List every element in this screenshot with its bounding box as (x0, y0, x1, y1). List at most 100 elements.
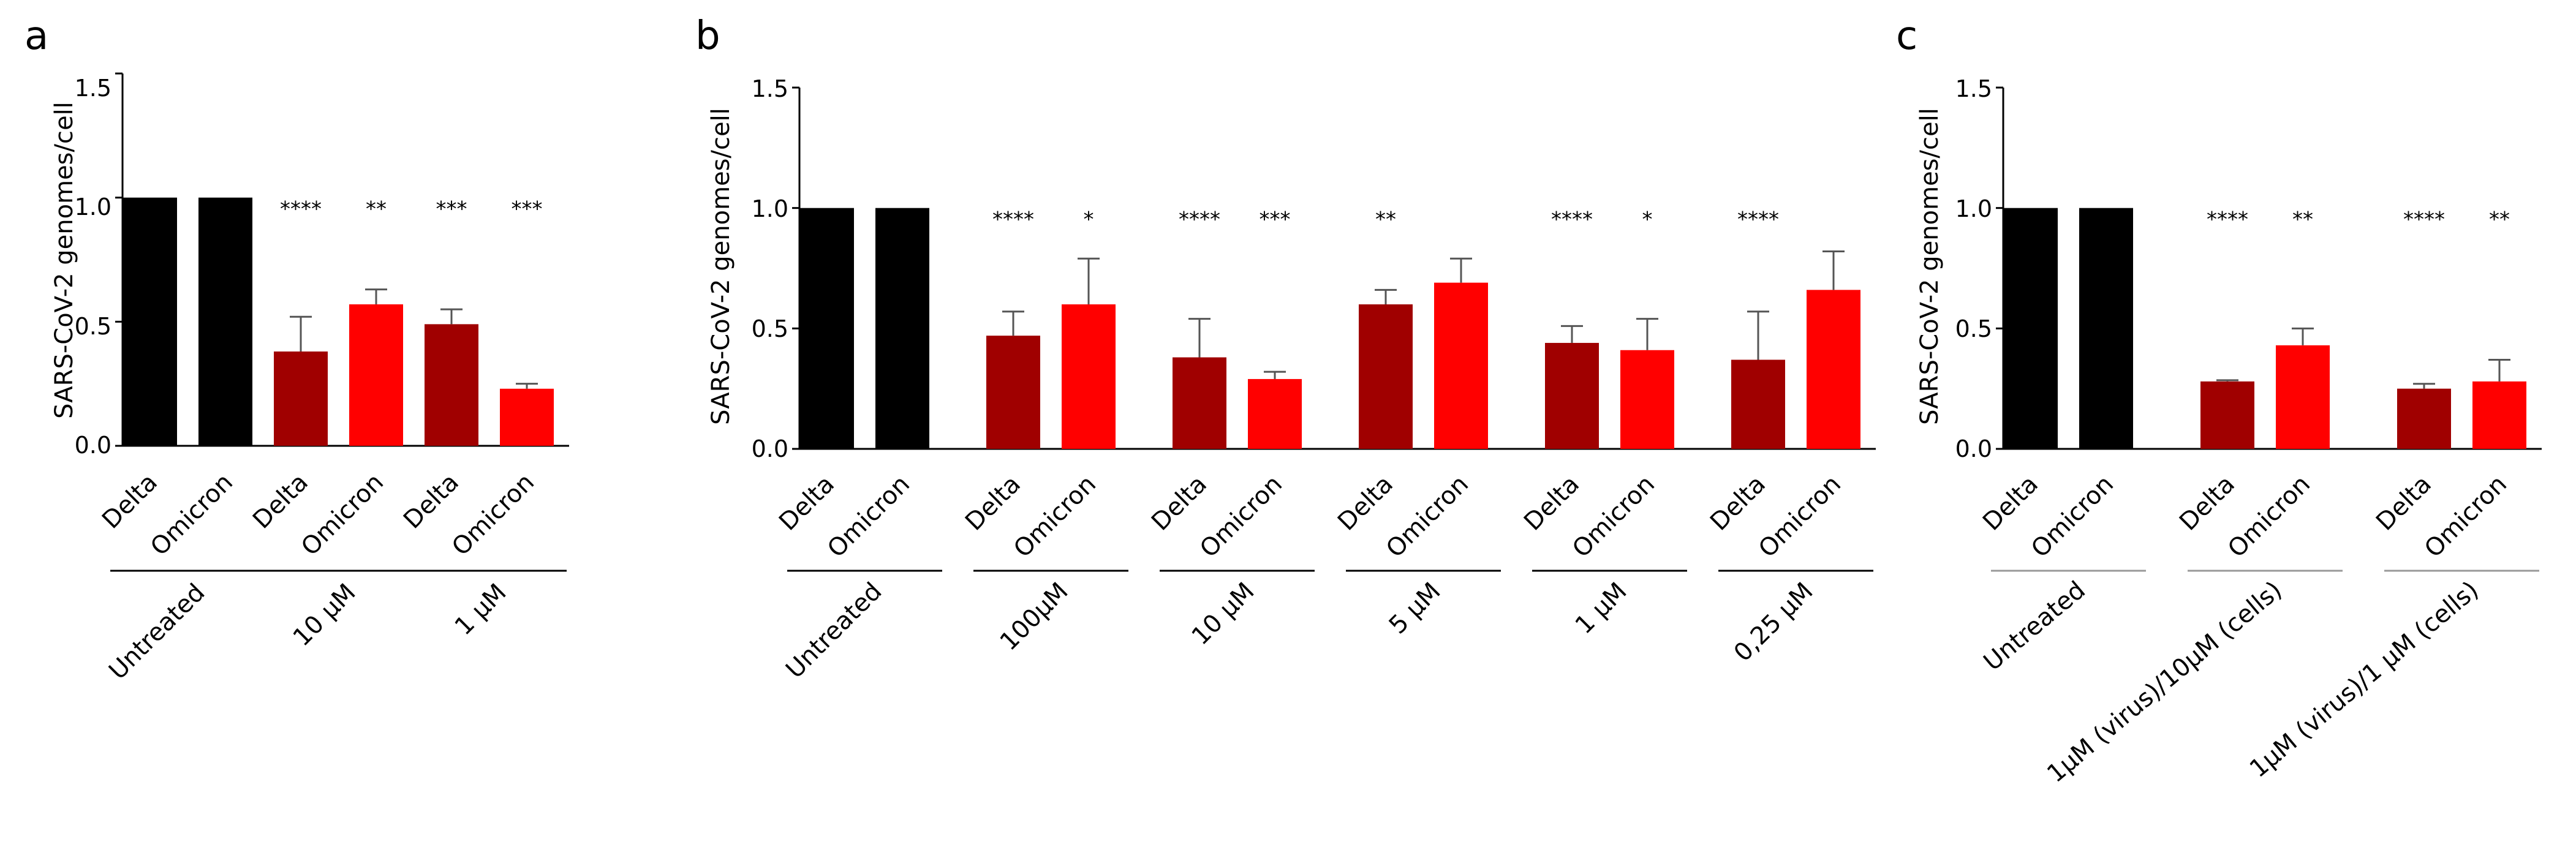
category-label: Delta (1332, 470, 1399, 536)
significance-label: ** (2292, 208, 2313, 232)
y-tick-label: 1.5 (1955, 75, 1992, 102)
y-tick-label: 1.0 (1955, 195, 1992, 222)
category-label: Omicron (1753, 470, 1846, 563)
category-label: Delta (1519, 470, 1585, 536)
y-tick-label: 0.5 (1955, 315, 1992, 342)
category-label: Omicron (447, 468, 540, 562)
category-label: Omicron (145, 468, 238, 562)
bar (1248, 378, 1302, 449)
panel-a: a SARS-CoV-2 genomes/cell 0.0 0.5 1.0 1.… (25, 13, 569, 685)
bar (274, 351, 328, 446)
group-label: 1 µM (1570, 577, 1633, 640)
bar (1434, 282, 1488, 449)
category-label: Omicron (1008, 470, 1101, 563)
group-label: Untreated (104, 579, 210, 685)
bar (1359, 304, 1413, 449)
bar (2276, 345, 2330, 449)
bar (2472, 381, 2526, 449)
group-label: 10 µM (288, 579, 361, 652)
category-label: Delta (1146, 470, 1212, 536)
category-label: Omicron (2223, 470, 2316, 563)
y-tick-label: 1.5 (75, 75, 111, 102)
category-label: Delta (774, 470, 840, 536)
category-label: Delta (1705, 470, 1771, 536)
bar (500, 388, 554, 446)
panel-letter: a (25, 13, 48, 59)
bar (1620, 350, 1674, 449)
group-label: Untreated (780, 577, 887, 684)
group-label: 1µM (virus)/1 µM (cells) (2245, 576, 2484, 783)
y-axis-ticks: 0.0 0.5 1.0 1.5 (1955, 75, 1992, 462)
bar (198, 197, 252, 446)
plot-area: DeltaOmicron****Delta**Omicron****Delta*… (1977, 86, 2542, 788)
significance-label: **** (1551, 208, 1593, 232)
y-axis-label: SARS-CoV-2 genomes/cell (50, 102, 78, 419)
category-label: Delta (1977, 470, 2044, 536)
y-axis-label: SARS-CoV-2 genomes/cell (707, 108, 735, 425)
category-label: Delta (97, 468, 163, 535)
category-label: Omicron (1567, 470, 1660, 563)
bar (800, 208, 854, 449)
panel-b: b SARS-CoV-2 genomes/cell 0.0 0.5 1.0 1.… (695, 13, 1876, 684)
group-label: 0,25 µM (1729, 577, 1819, 668)
y-tick-label: 0.0 (1955, 435, 1992, 462)
significance-label: **** (992, 208, 1034, 232)
y-tick-label: 0.0 (75, 432, 111, 459)
group-label: 1 µM (450, 579, 512, 641)
y-tick-label: 1.0 (752, 195, 788, 222)
y-tick-label: 1.5 (752, 75, 788, 102)
category-label: Omicron (822, 470, 915, 563)
category-label: Omicron (2419, 470, 2512, 563)
bar (349, 304, 403, 446)
group-label: Untreated (1979, 576, 2091, 676)
bar (2079, 208, 2133, 449)
significance-label: **** (280, 197, 322, 222)
significance-label: * (1084, 208, 1094, 232)
significance-label: * (1642, 208, 1653, 232)
significance-label: **** (1737, 208, 1779, 232)
category-label: Delta (2174, 470, 2240, 536)
bar (1807, 290, 1860, 449)
category-label: Omicron (2026, 470, 2119, 563)
bar (1173, 357, 1226, 449)
y-axis-ticks: 0.0 0.5 1.0 1.5 (752, 75, 788, 462)
panel-letter: b (695, 13, 720, 59)
category-label: Omicron (1195, 470, 1288, 563)
panel-c: c SARS-CoV-2 genomes/cell 0.0 0.5 1.0 1.… (1896, 13, 2542, 788)
significance-label: ** (366, 197, 387, 222)
significance-label: ** (1375, 208, 1396, 232)
plot-area: DeltaOmicron****Delta*Omicron****Delta**… (774, 86, 1876, 684)
y-tick-label: 0.0 (752, 435, 788, 462)
bar (2397, 388, 2451, 449)
bar (1731, 359, 1785, 449)
y-tick-label: 1.0 (75, 194, 111, 220)
significance-label: *** (436, 197, 467, 222)
category-label: Omicron (1381, 470, 1474, 563)
significance-label: **** (2403, 208, 2445, 232)
significance-label: *** (512, 197, 543, 222)
bar (1062, 304, 1116, 449)
panel-letter: c (1896, 13, 1917, 59)
y-tick-label: 0.5 (752, 315, 788, 342)
bar (2200, 381, 2254, 449)
bar (425, 324, 478, 446)
bar (2004, 208, 2058, 449)
plot-area: DeltaOmicron****Delta**Omicron***Delta**… (97, 72, 569, 685)
category-label: Delta (960, 470, 1026, 536)
category-label: Delta (398, 468, 464, 535)
group-label: 10 µM (1187, 577, 1260, 651)
bar (986, 336, 1040, 449)
bar (123, 197, 177, 446)
bar (875, 208, 929, 449)
y-axis-ticks: 0.0 0.5 1.0 1.5 (75, 75, 111, 459)
category-label: Delta (247, 468, 314, 535)
group-label: 100µM (995, 577, 1074, 656)
y-tick-label: 0.5 (75, 313, 111, 340)
significance-label: *** (1260, 208, 1291, 232)
significance-label: **** (1179, 208, 1220, 232)
category-label: Delta (2371, 470, 2437, 536)
group-label: 5 µM (1384, 577, 1446, 640)
significance-label: ** (2489, 208, 2510, 232)
category-label: Omicron (296, 468, 389, 562)
